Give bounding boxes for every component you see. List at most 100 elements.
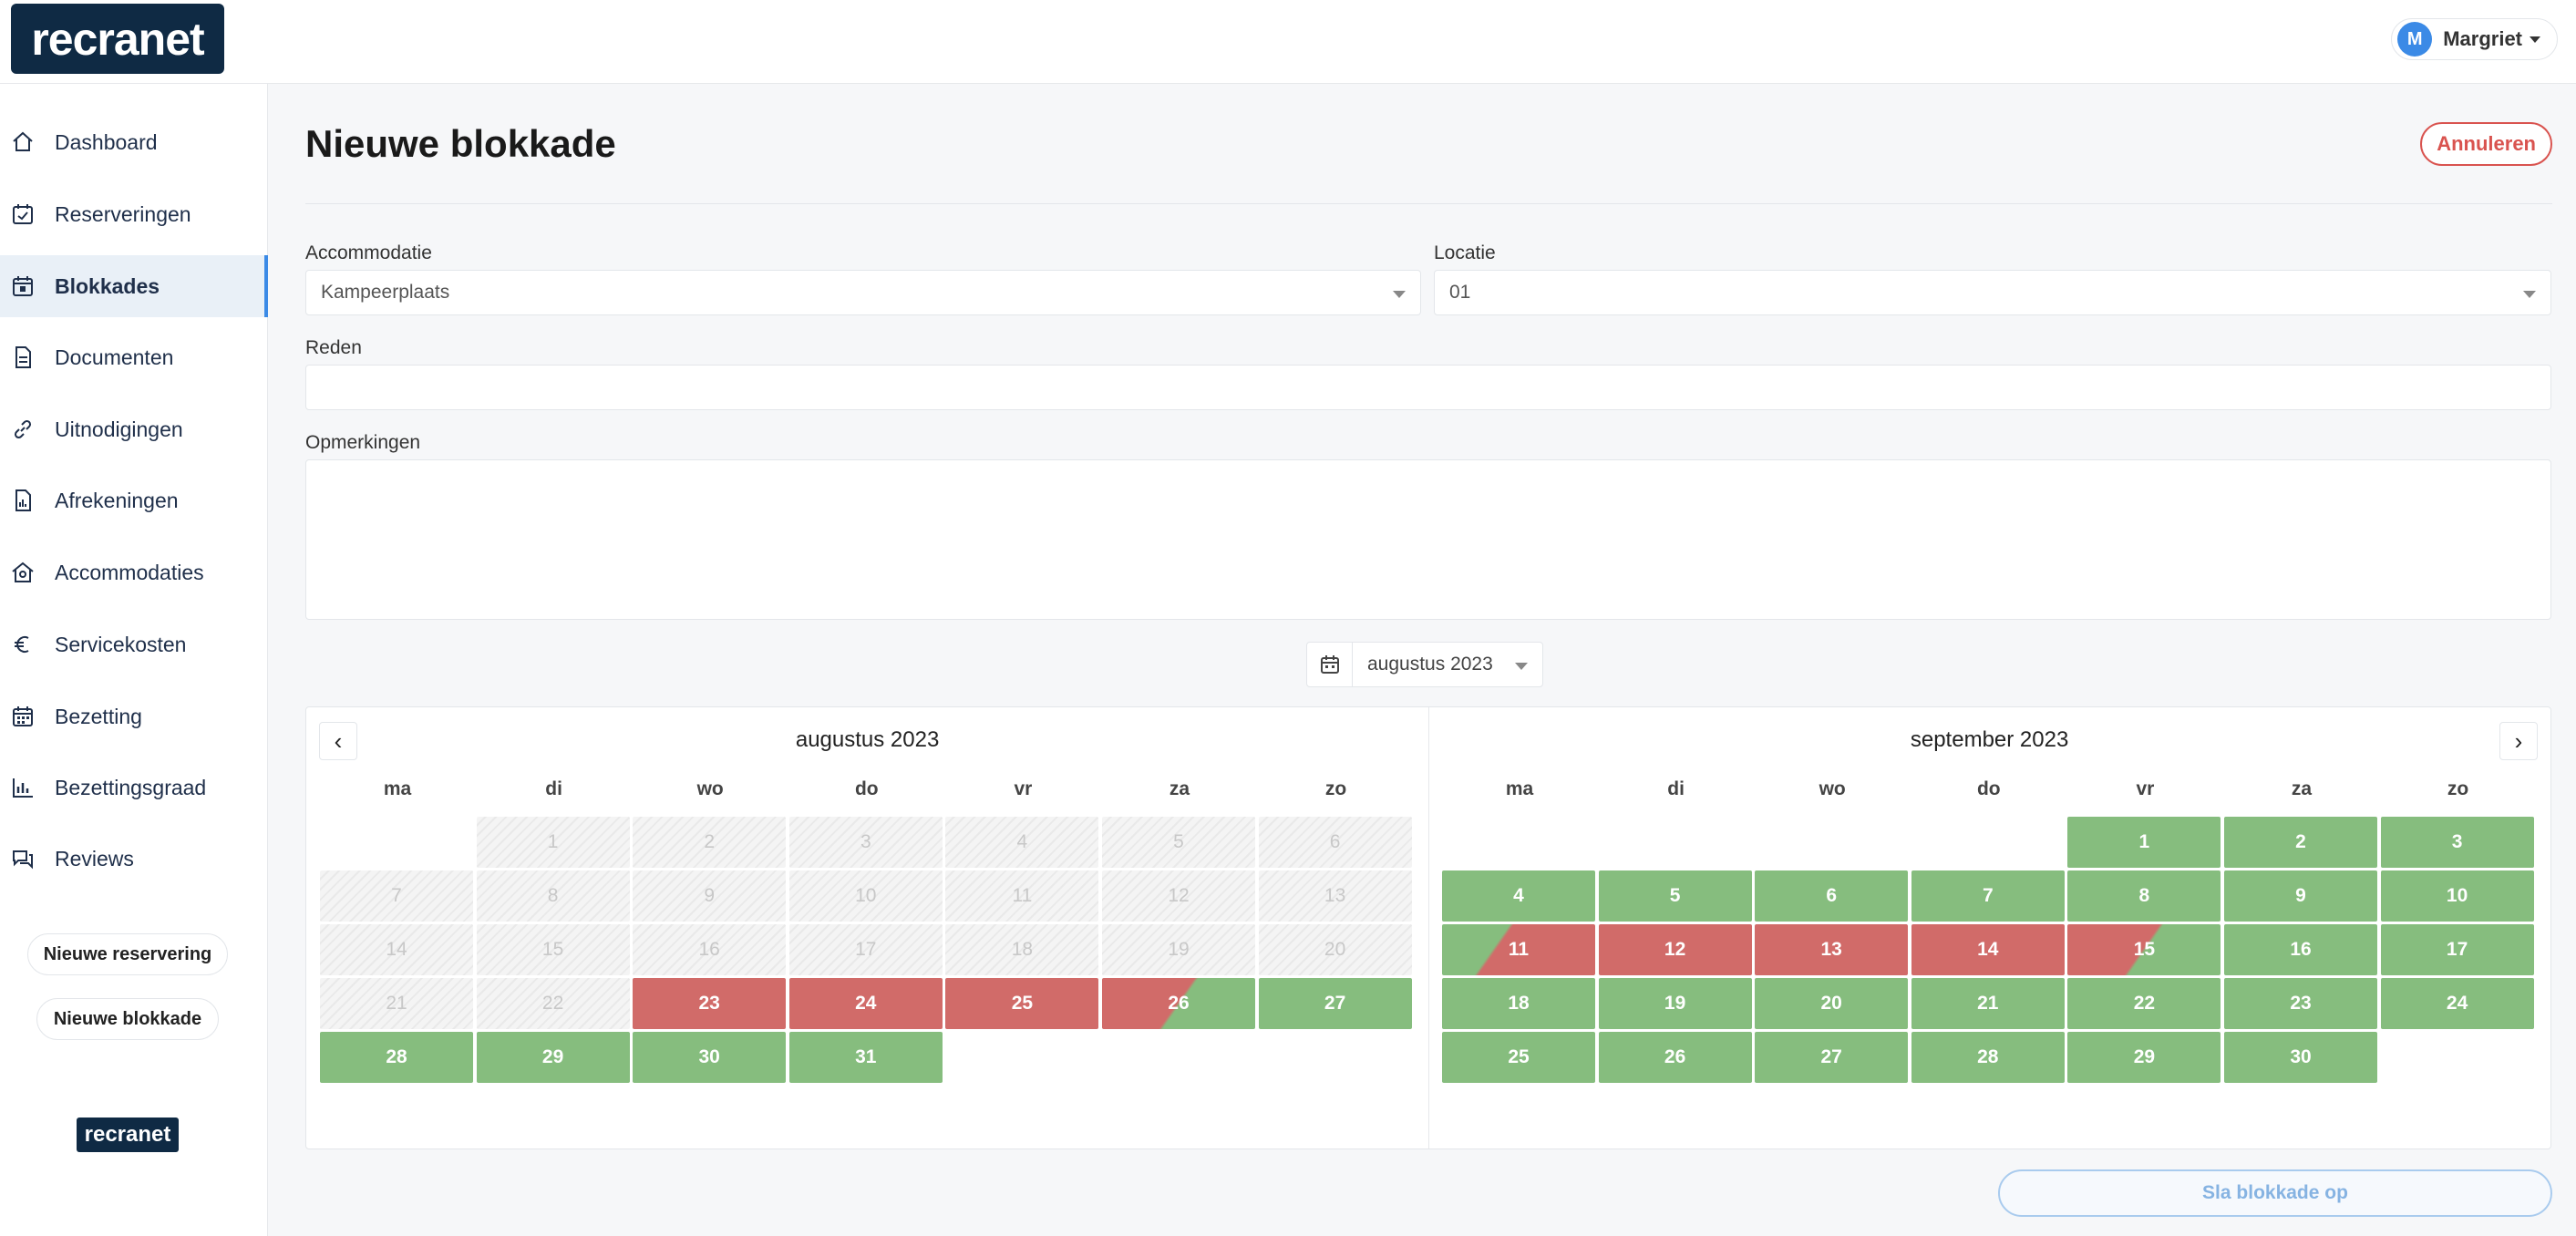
calendar-day[interactable]: 3 — [2380, 817, 2534, 868]
save-block-button[interactable]: Sla blokkade op — [1998, 1169, 2552, 1217]
avatar: M — [2397, 22, 2433, 57]
calendar-day[interactable]: 6 — [1755, 870, 1909, 922]
calendar-day[interactable]: 26 — [1598, 1032, 1752, 1083]
calendar-day[interactable]: 25 — [945, 978, 1099, 1029]
calendar-day: 9 — [633, 870, 787, 922]
sidebar: Dashboard Reserveringen Blokkades Documente… — [0, 84, 268, 1236]
sidebar-item-reserveringen[interactable]: Reserveringen — [0, 183, 268, 245]
calendar-day[interactable]: 11 — [1442, 924, 1595, 975]
accommodation-select[interactable]: Kampeerplaats — [305, 270, 1421, 315]
calendar-day[interactable]: 24 — [788, 978, 943, 1029]
calendar-day[interactable]: 20 — [1755, 978, 1909, 1029]
reason-input[interactable] — [305, 365, 2551, 410]
new-block-button[interactable]: Nieuwe blokkade — [36, 998, 219, 1040]
calendar-day[interactable]: 30 — [2224, 1032, 2377, 1083]
calendar-day: 18 — [945, 924, 1099, 975]
sidebar-item-label: Bezettingsgraad — [55, 775, 207, 799]
sidebar-item-label: Accommodaties — [55, 560, 204, 584]
weekday-label: vr — [1014, 778, 1033, 799]
calendar-day[interactable]: 25 — [1442, 1032, 1595, 1083]
calendar-day[interactable]: 16 — [2224, 924, 2377, 975]
calendar-day[interactable]: 23 — [2224, 978, 2377, 1029]
calendar-day: 6 — [1258, 817, 1412, 868]
calendar-day[interactable]: 29 — [2067, 1032, 2221, 1083]
calendar-day: 3 — [788, 817, 943, 868]
location-select[interactable]: 01 — [1434, 270, 2551, 315]
sidebar-item-uitnodigingen[interactable]: Uitnodigingen — [0, 398, 268, 460]
calendar-day[interactable]: 23 — [633, 978, 787, 1029]
sidebar-item-label: Documenten — [55, 345, 174, 369]
accommodation-label: Accommodatie — [305, 242, 432, 263]
calendar-day[interactable]: 18 — [1442, 978, 1595, 1029]
calendar-day[interactable]: 15 — [2067, 924, 2221, 975]
invoice-icon — [11, 489, 35, 512]
top-bar: recranet M Margriet — [0, 0, 2576, 84]
prev-month-button[interactable]: ‹ — [319, 722, 357, 760]
bar-chart-icon — [11, 776, 35, 799]
calendar-day[interactable]: 30 — [633, 1032, 787, 1083]
sidebar-item-label: Blokkades — [55, 273, 160, 298]
calendar-day[interactable]: 31 — [788, 1032, 943, 1083]
footer-logo: recranet — [77, 1118, 179, 1152]
calendar-day[interactable]: 28 — [320, 1032, 473, 1083]
remarks-label: Opmerkingen — [305, 432, 421, 453]
calendar-day: 16 — [633, 924, 787, 975]
month-title: september 2023 — [1910, 727, 2069, 752]
calendar-day[interactable]: 19 — [1598, 978, 1752, 1029]
sidebar-item-accommodaties[interactable]: Accommodaties — [0, 541, 268, 603]
calendar-day: 10 — [788, 870, 943, 922]
calendar-day[interactable]: 28 — [1911, 1032, 2065, 1083]
calendar-day[interactable]: 27 — [1258, 978, 1412, 1029]
calendar-day[interactable]: 7 — [1911, 870, 2065, 922]
calendar-day[interactable]: 27 — [1755, 1032, 1909, 1083]
calendar-day[interactable]: 5 — [1598, 870, 1752, 922]
calendar-check-icon — [11, 202, 35, 226]
calendar-day[interactable]: 12 — [1598, 924, 1752, 975]
calendar-day[interactable]: 26 — [1102, 978, 1255, 1029]
sidebar-item-bezetting[interactable]: Bezetting — [0, 685, 268, 747]
calendar-day: 8 — [476, 870, 630, 922]
calendar-day[interactable]: 29 — [476, 1032, 630, 1083]
sidebar-item-label: Reviews — [55, 846, 134, 870]
sidebar-item-dashboard[interactable]: Dashboard — [0, 111, 268, 173]
calendar-day[interactable]: 24 — [2380, 978, 2534, 1029]
location-label: Locatie — [1434, 242, 1496, 263]
calendar-day[interactable]: 22 — [2067, 978, 2221, 1029]
month-picker[interactable]: augustus 2023 — [1306, 642, 1543, 687]
calendar-day[interactable]: 21 — [1911, 978, 2065, 1029]
calendar-day[interactable]: 13 — [1755, 924, 1909, 975]
cancel-button[interactable]: Annuleren — [2420, 122, 2552, 166]
house-icon — [11, 561, 35, 584]
sidebar-item-blokkades[interactable]: Blokkades — [0, 255, 268, 317]
sidebar-item-servicekosten[interactable]: Servicekosten — [0, 613, 268, 675]
sidebar-item-documenten[interactable]: Documenten — [0, 326, 268, 388]
calendar-day[interactable]: 14 — [1911, 924, 2065, 975]
calendar-icon — [1307, 643, 1353, 686]
sidebar-item-label: Afrekeningen — [55, 488, 179, 512]
next-month-button[interactable]: › — [2499, 722, 2538, 760]
remarks-textarea[interactable] — [305, 459, 2551, 620]
calendar-day[interactable]: 10 — [2380, 870, 2534, 922]
weekday-label: do — [1976, 778, 2001, 799]
calendar-day[interactable]: 4 — [1442, 870, 1595, 922]
calendar-day: 4 — [945, 817, 1099, 868]
calendar-day[interactable]: 9 — [2224, 870, 2377, 922]
sidebar-item-reviews[interactable]: Reviews — [0, 828, 268, 890]
sidebar-item-bezettingsgraad[interactable]: Bezettingsgraad — [0, 757, 268, 819]
user-menu[interactable]: M Margriet — [2391, 18, 2558, 60]
weekday-label: di — [545, 778, 562, 799]
new-reservation-button[interactable]: Nieuwe reservering — [27, 933, 228, 975]
month-title: augustus 2023 — [795, 727, 940, 752]
weekday-label: zo — [1324, 778, 1347, 799]
calendar-day[interactable]: 8 — [2067, 870, 2221, 922]
sidebar-item-afrekeningen[interactable]: Afrekeningen — [0, 469, 268, 531]
calendar-day[interactable]: 1 — [2067, 817, 2221, 868]
chevron-down-icon — [2523, 291, 2536, 298]
calendar-day[interactable]: 17 — [2380, 924, 2534, 975]
recranet-logo[interactable]: recranet — [11, 4, 224, 74]
calendar-icon — [11, 705, 35, 728]
main-content: Nieuwe blokkade Annuleren Accommodatie K… — [269, 84, 2576, 1236]
calendar-day[interactable]: 2 — [2224, 817, 2377, 868]
user-name: Margriet — [2443, 27, 2522, 50]
month-picker-value: augustus 2023 — [1367, 654, 1493, 675]
